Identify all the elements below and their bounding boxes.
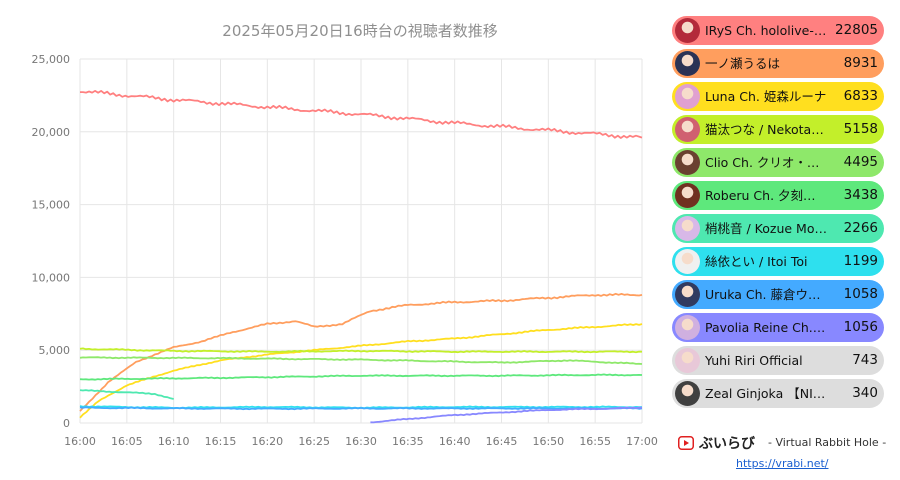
- legend-item: Uruka Ch. 藤倉ウルカ 1058: [672, 280, 884, 309]
- x-tick-label: 16:55: [579, 435, 611, 448]
- y-tick-label: 15,000: [32, 199, 71, 212]
- legend-item: Zeal Ginjoka 【NIJISANJI EN】 340: [672, 379, 884, 408]
- legend-viewer-count: 1056: [843, 319, 878, 335]
- channel-avatar-icon: [675, 18, 700, 43]
- series-line: [79, 323, 643, 419]
- x-tick-label: 16:15: [205, 435, 237, 448]
- channel-avatar-icon: [675, 183, 700, 208]
- channel-avatar-icon: [675, 216, 700, 241]
- legend-channel-name: Uruka Ch. 藤倉ウルカ: [705, 287, 827, 302]
- legend-channel-name: Clio Ch. クリオ・ホロライブ: [705, 155, 827, 170]
- legend-channel-name: Zeal Ginjoka 【NIJISANJI EN】: [705, 386, 827, 401]
- legend-viewer-count: 340: [852, 385, 878, 401]
- y-tick-label: 0: [63, 417, 70, 430]
- chart-title: 2025年05月20日16時台の視聴者数推移: [222, 22, 498, 40]
- x-tick-label: 17:00: [626, 435, 658, 448]
- y-tick-label: 10,000: [32, 271, 71, 284]
- legend-channel-name: 猫汰つな / Nekota Tsuna: [705, 122, 827, 137]
- legend-channel-name: Yuhi Riri Official: [705, 353, 803, 368]
- legend-channel-name: Roberu Ch. 夕刻ロベル: [705, 188, 827, 203]
- series-line: [79, 406, 643, 411]
- y-tick-label: 25,000: [32, 53, 71, 66]
- x-tick-label: 16:45: [486, 435, 518, 448]
- x-tick-label: 16:50: [532, 435, 564, 448]
- channel-avatar-icon: [675, 381, 700, 406]
- channel-avatar-icon: [675, 150, 700, 175]
- x-tick-label: 16:20: [251, 435, 283, 448]
- line-chart: 0 5,000 10,000 15,000 20,000 25,000 16:00 16:05…: [32, 53, 658, 448]
- legend-item: Pavolia Reine Ch. hololive-ID 1056: [672, 313, 884, 342]
- x-tick-label: 16:00: [64, 435, 96, 448]
- legend-channel-name: IRyS Ch. hololive-EN: [705, 23, 827, 38]
- series-line: [79, 389, 174, 400]
- legend-item: IRyS Ch. hololive-EN 22805: [672, 16, 884, 45]
- channel-avatar-icon: [675, 315, 700, 340]
- legend-viewer-count: 743: [852, 352, 878, 368]
- channel-avatar-icon: [675, 282, 700, 307]
- legend-item: 絲依とい / Itoi Toi 1199: [672, 247, 884, 276]
- channel-avatar-icon: [675, 117, 700, 142]
- legend-viewer-count: 4495: [843, 154, 878, 170]
- legend-item: 猫汰つな / Nekota Tsuna 5158: [672, 115, 884, 144]
- series-line: [79, 356, 643, 365]
- brand-name: ぶいらび: [699, 436, 755, 452]
- legend-item: 一ノ瀬うるは 8931: [672, 49, 884, 78]
- legend-item: 梢桃音 / Kozue Mone 2266: [672, 214, 884, 243]
- legend-viewer-count: 8931: [843, 55, 878, 71]
- y-tick-label: 20,000: [32, 126, 71, 139]
- x-tick-label: 16:30: [345, 435, 377, 448]
- legend-channel-name: 梢桃音 / Kozue Mone: [705, 221, 827, 236]
- footer: ぶいらび - Virtual Rabbit Hole - https://vra…: [672, 430, 900, 480]
- legend-channel-name: Pavolia Reine Ch. hololive-ID: [705, 320, 827, 335]
- legend-item: Yuhi Riri Official 743: [672, 346, 884, 375]
- legend-item: Luna Ch. 姫森ルーナ 6833: [672, 82, 884, 111]
- legend-channel-name: 一ノ瀬うるは: [705, 56, 781, 71]
- legend-viewer-count: 2266: [843, 220, 878, 236]
- series-line: [80, 90, 643, 139]
- x-tick-label: 16:40: [439, 435, 471, 448]
- brand-tagline: - Virtual Rabbit Hole -: [768, 436, 887, 449]
- y-tick-label: 5,000: [39, 344, 71, 357]
- legend: IRyS Ch. hololive-EN 22805 一ノ瀬うるは 8931 Luna …: [672, 16, 884, 430]
- x-tick-label: 16:25: [298, 435, 330, 448]
- channel-avatar-icon: [675, 249, 700, 274]
- x-tick-label: 16:05: [111, 435, 143, 448]
- series-line: [79, 347, 643, 354]
- legend-viewer-count: 6833: [843, 88, 878, 104]
- legend-viewer-count: 5158: [843, 121, 878, 137]
- channel-avatar-icon: [675, 84, 700, 109]
- legend-channel-name: Luna Ch. 姫森ルーナ: [705, 89, 827, 104]
- x-tick-label: 16:10: [158, 435, 190, 448]
- legend-item: Clio Ch. クリオ・ホロライブ 4495: [672, 148, 884, 177]
- site-link[interactable]: https://vrabi.net/: [736, 457, 829, 470]
- x-tick-label: 16:35: [392, 435, 424, 448]
- series-line: [370, 406, 642, 424]
- legend-viewer-count: 3438: [843, 187, 878, 203]
- legend-viewer-count: 1199: [843, 253, 878, 269]
- legend-viewer-count: 1058: [843, 286, 878, 302]
- channel-avatar-icon: [675, 348, 700, 373]
- series-line: [79, 373, 643, 381]
- series-line: [79, 292, 643, 412]
- chart-area: 0 5,000 10,000 15,000 20,000 25,000 16:00 16:05…: [32, 22, 658, 448]
- legend-item: Roberu Ch. 夕刻ロベル 3438: [672, 181, 884, 210]
- play-logo-icon: [678, 436, 694, 450]
- legend-channel-name: 絲依とい / Itoi Toi: [705, 254, 808, 269]
- channel-avatar-icon: [675, 51, 700, 76]
- legend-viewer-count: 22805: [835, 22, 878, 38]
